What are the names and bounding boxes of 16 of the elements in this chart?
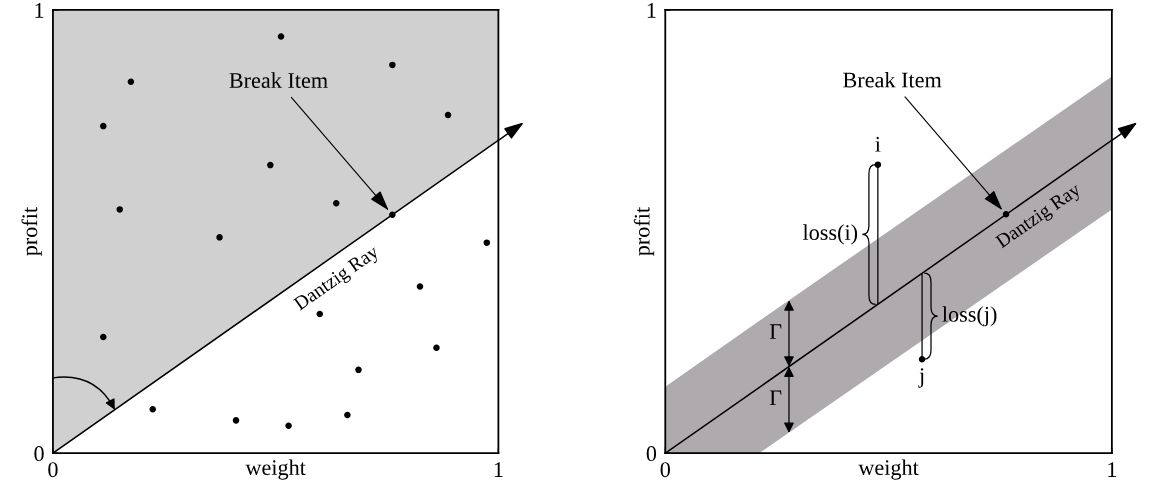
y-axis-title: profit [633,207,655,256]
annotation: Break Item [229,72,328,88]
annotation: loss(i) [802,224,858,245]
annotation: Γ [769,390,782,406]
annotation: i [875,136,881,152]
annotation: Γ [769,324,782,339]
annotation: loss(j) [942,306,997,327]
x-tick-label: 1 [1108,462,1117,477]
annotation: Break Item [843,71,942,88]
y-axis-title: profit [21,207,42,256]
x-tick-label: 0 [660,462,670,478]
x-axis-title: weight [245,459,306,480]
x-tick-label: 0 [48,462,58,478]
x-tick-label: 1 [494,462,503,477]
x-axis-title: weight [858,459,919,480]
annotation: j [918,368,924,388]
